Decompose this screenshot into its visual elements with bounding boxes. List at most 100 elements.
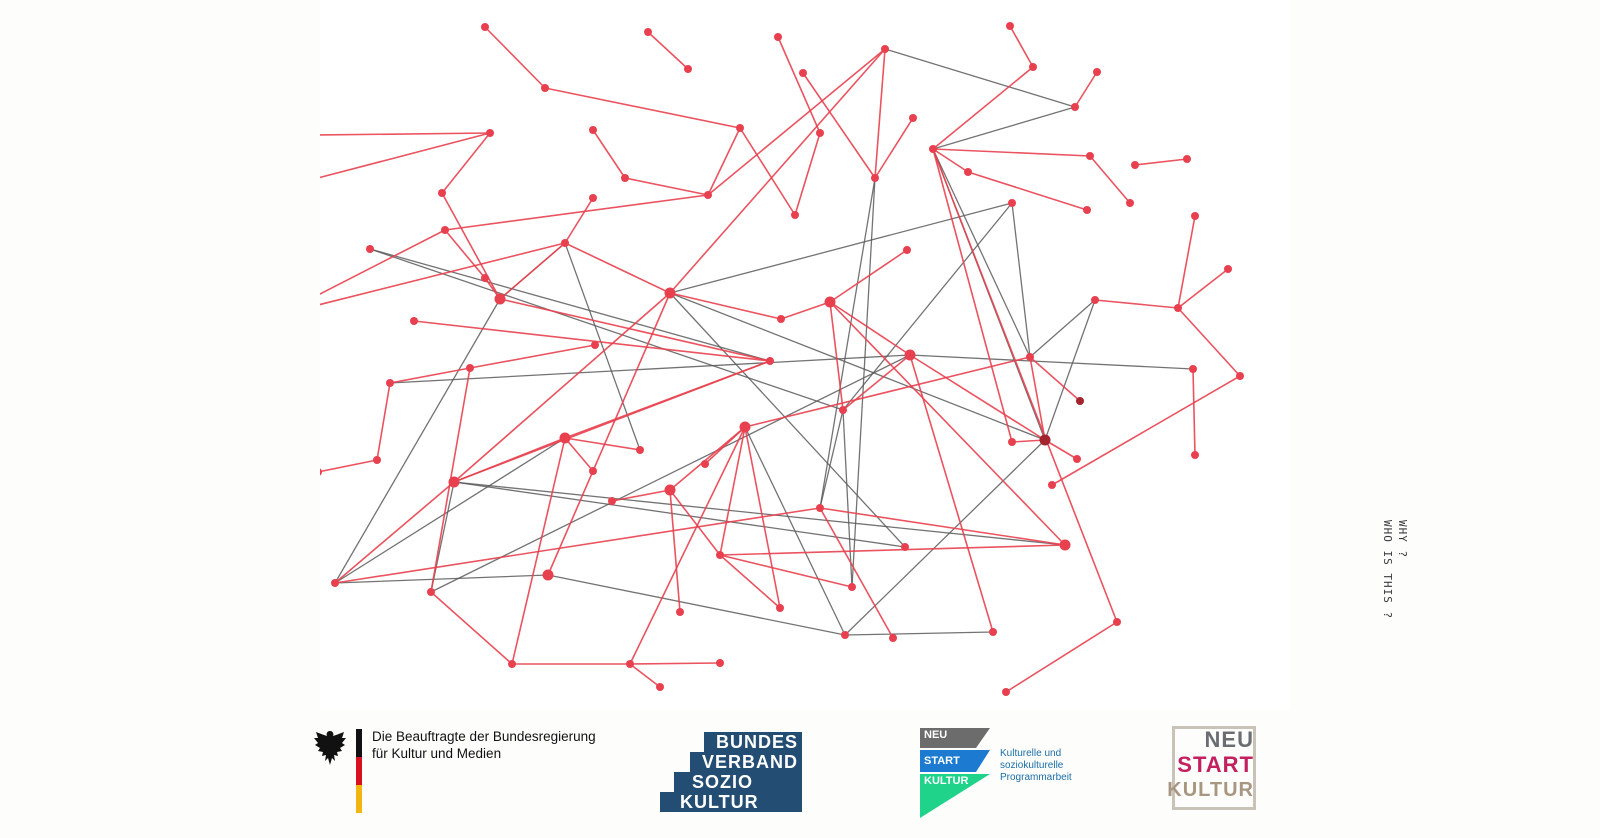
red-connection-line — [1005, 621, 1118, 693]
network-node — [1091, 296, 1099, 304]
note-line-2: WHO IS THIS ? — [1381, 520, 1394, 620]
handwritten-note: WHY ? WHO IS THIS ? — [1380, 520, 1410, 619]
red-connection-line — [444, 229, 486, 279]
network-node — [559, 432, 571, 444]
dark-connection-line — [669, 292, 1046, 441]
red-connection-line — [499, 298, 771, 362]
nsk-desc-3: Programmarbeit — [1000, 772, 1072, 783]
dark-connection-line — [1029, 299, 1096, 358]
network-node — [964, 168, 972, 176]
network-node — [989, 628, 997, 636]
red-connection-line — [320, 132, 491, 179]
federal-eagle-icon — [314, 731, 346, 765]
dark-connection-line — [844, 439, 1046, 636]
network-node — [1086, 152, 1094, 160]
network-node — [1083, 206, 1091, 214]
red-connection-line — [780, 301, 831, 320]
red-connection-line — [1177, 268, 1229, 309]
network-drawing: WHY ? WHO IS THIS ? — [320, 0, 1409, 710]
network-node — [589, 194, 597, 202]
red-connection-line — [932, 148, 1013, 443]
red-connection-line — [744, 426, 781, 609]
red-connection-line — [499, 242, 566, 300]
network-node — [889, 634, 897, 642]
red-connection-line — [719, 426, 746, 556]
red-connection-line — [647, 31, 689, 70]
nsk-description: Kulturelle und soziokulturelle Programma… — [1000, 748, 1072, 784]
network-node — [839, 406, 847, 414]
red-connection-line — [794, 132, 821, 216]
network-node — [1174, 304, 1182, 312]
network-node — [736, 124, 744, 132]
red-connection-line — [334, 481, 455, 584]
nk-frame-bottom-right — [1172, 726, 1256, 810]
red-connection-line — [441, 132, 491, 194]
red-connection-line — [430, 591, 513, 665]
dark-connection-line — [669, 202, 1013, 294]
dark-connection-line — [430, 354, 911, 593]
dark-connection-line — [669, 292, 906, 548]
red-connection-line — [719, 554, 853, 588]
red-connection-line — [469, 344, 596, 369]
red-connection-line — [592, 129, 626, 179]
red-connection-line — [932, 148, 969, 173]
network-node — [1002, 688, 1010, 696]
network-node — [1191, 451, 1199, 459]
nk-start: START — [1177, 752, 1254, 777]
network-node — [541, 84, 549, 92]
red-connection-line — [669, 489, 681, 613]
network-node — [739, 421, 751, 433]
network-node — [774, 33, 782, 41]
network-node — [841, 631, 849, 639]
dark-connection-line — [334, 298, 501, 584]
note-line-1: WHY ? — [1396, 520, 1409, 559]
neustart-kultur-logo: NEU START KULTUR — [1167, 726, 1262, 816]
red-connection-line — [453, 292, 671, 483]
red-connection-line — [739, 127, 796, 216]
red-connection-line — [719, 554, 781, 609]
network-node — [466, 364, 474, 372]
nk-kultur: KULTUR — [1167, 779, 1254, 801]
red-connection-line — [1089, 155, 1131, 204]
red-connection-line — [1094, 299, 1179, 309]
red-connection-line — [544, 87, 741, 129]
network-node — [664, 287, 676, 299]
network-node — [1093, 68, 1101, 76]
network-node — [1029, 63, 1037, 71]
network-node — [636, 446, 644, 454]
network-node — [1131, 161, 1139, 169]
red-connection-line — [453, 437, 566, 483]
red-connection-line — [1011, 439, 1046, 443]
dark-connection-line — [844, 631, 994, 636]
network-node — [1191, 212, 1199, 220]
bkm-line-1: Die Beauftragte der Bundesregierung — [372, 729, 596, 744]
dark-connection-line — [334, 574, 549, 584]
red-connection-line — [1029, 356, 1081, 402]
network-node — [508, 660, 516, 668]
network-node — [1073, 455, 1081, 463]
network-node — [816, 129, 824, 137]
network-node — [824, 296, 836, 308]
dark-connection-line — [909, 354, 1194, 370]
nsk-neu: NEU — [920, 728, 990, 748]
network-node — [410, 317, 418, 325]
red-connection-line — [484, 26, 546, 89]
dark-connection-line — [932, 148, 1031, 358]
nk-frame-top-left — [1172, 726, 1256, 810]
red-connection-line — [967, 171, 1088, 211]
red-connection-line — [829, 249, 908, 303]
network-node — [929, 145, 937, 153]
dark-connection-line — [842, 202, 1013, 411]
red-connection-line — [829, 301, 911, 356]
red-connection-line — [441, 192, 501, 300]
network-node — [1224, 265, 1232, 273]
red-connection-line — [1009, 25, 1034, 68]
network-node — [701, 460, 709, 468]
red-connection-line — [819, 507, 894, 639]
network-node — [656, 683, 664, 691]
red-connection-line — [564, 437, 594, 472]
red-connection-line — [629, 663, 661, 688]
network-node — [1026, 353, 1034, 361]
dark-connection-line — [819, 409, 844, 509]
network-node — [608, 497, 616, 505]
